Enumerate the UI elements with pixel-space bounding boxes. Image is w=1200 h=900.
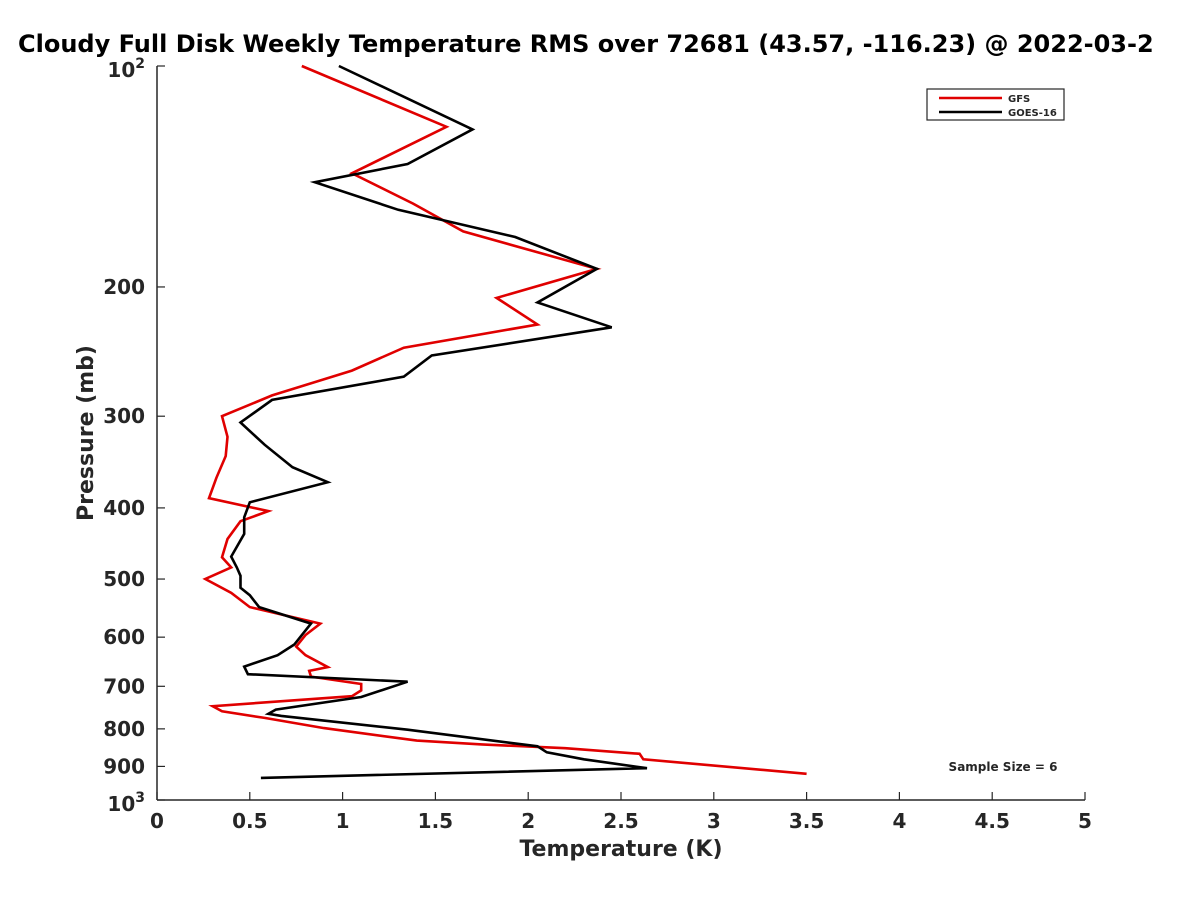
- legend: GFS GOES-16: [926, 88, 1065, 121]
- y-tick-label: 400: [103, 496, 145, 520]
- y-tick-label: 200: [103, 275, 145, 299]
- x-tick-label: 1: [336, 809, 350, 833]
- x-ticks: 0 0.5 1 1.5 2 2.5 3 3.5 4 4.5 5: [150, 792, 1092, 833]
- x-tick-label: 1.5: [418, 809, 453, 833]
- x-axis-label: Temperature (K): [519, 837, 722, 862]
- legend-label: GOES-16: [1008, 108, 1057, 119]
- y-tick-label: 900: [103, 754, 145, 778]
- x-tick-label: 0.5: [232, 809, 267, 833]
- x-tick-label: 3: [707, 809, 721, 833]
- y-axis-label: Pressure (mb): [74, 345, 99, 521]
- x-tick-label: 4.5: [974, 809, 1009, 833]
- y-tick-label: 700: [103, 674, 145, 698]
- y-tick-label: 800: [103, 717, 145, 741]
- y-tick-label: 102: [107, 56, 145, 82]
- y-tick-label: 500: [103, 567, 145, 591]
- x-tick-label: 4: [892, 809, 906, 833]
- x-tick-label: 3.5: [789, 809, 824, 833]
- y-tick-label: 600: [103, 625, 145, 649]
- sample-size-annotation: Sample Size = 6: [949, 760, 1058, 774]
- legend-label: GFS: [1008, 94, 1030, 105]
- y-tick-label: 103: [107, 790, 145, 816]
- series-lines: [202, 64, 807, 780]
- series-line-gfs: [202, 64, 807, 776]
- x-tick-label: 0: [150, 809, 164, 833]
- axes: [156, 66, 1085, 801]
- x-tick-label: 2.5: [603, 809, 638, 833]
- series-line-goes-16: [229, 64, 648, 780]
- y-ticks: 102 200 300 400 500 600 700 800 900 103: [103, 56, 165, 816]
- x-tick-label: 2: [521, 809, 535, 833]
- y-tick-label: 300: [103, 404, 145, 428]
- x-tick-label: 5: [1078, 809, 1092, 833]
- chart-title: Cloudy Full Disk Weekly Temperature RMS …: [18, 30, 1154, 58]
- legend-box: [926, 88, 1065, 121]
